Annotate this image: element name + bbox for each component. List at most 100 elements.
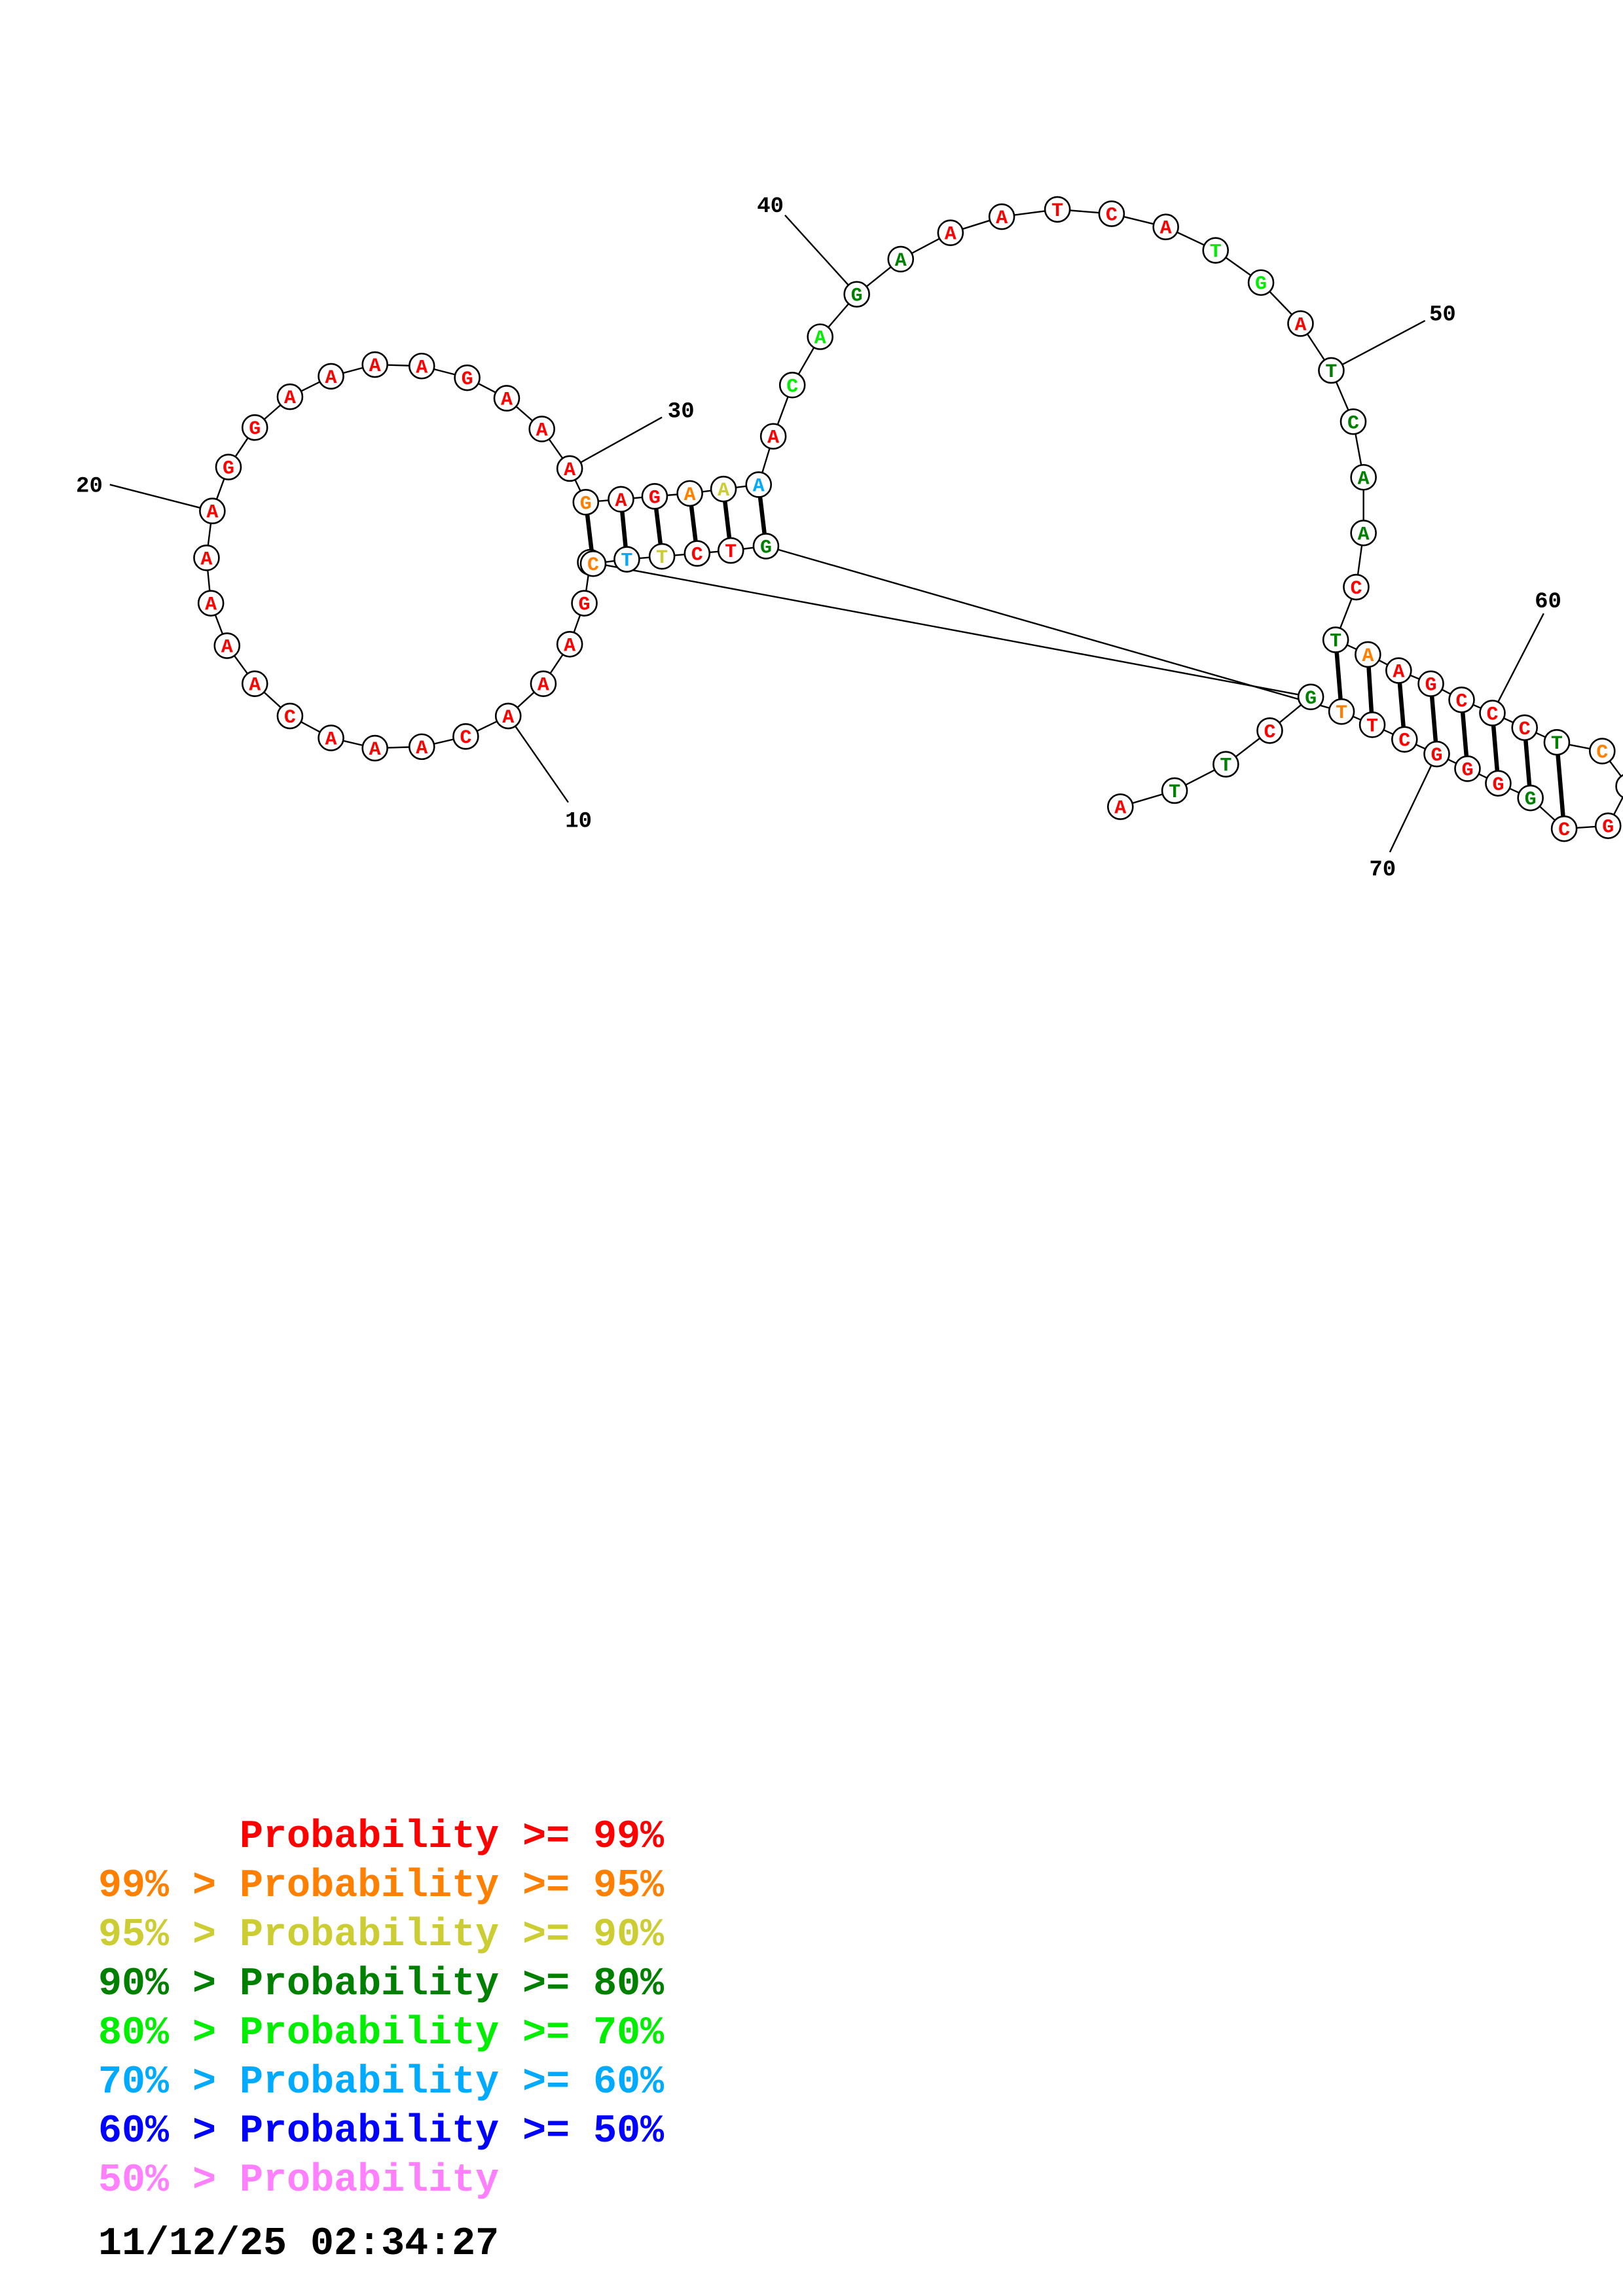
legend-text: Probability >= 90% (240, 1913, 665, 1958)
position-label: 40 (757, 194, 784, 219)
probability-legend: Probability >= 99% 99% > Probability >= 9… (98, 1813, 664, 2206)
nucleotide-circle (1355, 641, 1381, 668)
nucleotide-circle (710, 475, 737, 503)
legend-prefix (98, 1815, 240, 1859)
nucleotide: A (1385, 657, 1412, 684)
nucleotide-circle (1152, 213, 1179, 241)
nucleotide-base: T (1210, 242, 1222, 264)
nucleotide-circle (1485, 770, 1512, 797)
nucleotide-base: G (249, 418, 261, 440)
nucleotide: A (530, 670, 557, 697)
nucleotide-base: G (1431, 745, 1442, 767)
nucleotide: C (452, 723, 479, 750)
nucleotides: ATTCGCGAAACAAACAAAAAGGAAAAGAAAGAGAAAACAG… (193, 196, 1623, 842)
nucleotide-circle (778, 372, 806, 399)
nucleotide-base: A (369, 739, 381, 761)
legend-prefix: 60% > (98, 2109, 240, 2154)
legend-row: 60% > Probability >= 50% (98, 2108, 664, 2157)
nucleotide-circle (1107, 793, 1134, 820)
nucleotide-circle (717, 537, 744, 564)
nucleotide-base: A (615, 490, 627, 512)
nucleotide-base: A (325, 367, 337, 389)
legend-row: 90% > Probability >= 80% (98, 1960, 664, 2009)
nucleotide-circle (937, 219, 964, 246)
nucleotide: C (1098, 200, 1125, 227)
nucleotide-base: A (538, 675, 549, 697)
nucleotide-circle (641, 483, 668, 510)
position-label: 10 (565, 810, 592, 834)
nucleotide: G (843, 281, 870, 308)
nucleotide-base: T (1051, 200, 1063, 223)
nucleotide-circle (318, 725, 344, 751)
nucleotide: A (361, 351, 388, 378)
nucleotide: C (1256, 717, 1283, 744)
nucleotide: A (556, 455, 583, 482)
nucleotide-circle (556, 455, 583, 482)
timestamp: 11/12/25 02:34:27 (98, 2222, 500, 2267)
nucleotide-base: A (416, 738, 428, 760)
nucleotide-circle (1098, 200, 1125, 227)
nucleotide: G (641, 483, 668, 510)
nucleotide: C (1343, 573, 1370, 601)
nucleotide: G (1297, 683, 1324, 711)
legend-row: 95% > Probability >= 90% (98, 1911, 664, 1960)
nucleotide-circle (361, 351, 388, 378)
position-label: 50 (1429, 303, 1456, 328)
nucleotide-base: G (580, 493, 592, 515)
nucleotide: A (807, 323, 834, 350)
nucleotide-base: T (1366, 715, 1378, 738)
nucleotide-circle (843, 281, 870, 308)
nucleotide-circle (1287, 310, 1314, 337)
nucleotide: A (528, 416, 555, 442)
legend-row: 99% > Probability >= 95% (98, 1862, 664, 1911)
nucleotide: A (1355, 641, 1381, 668)
backbone-segment (765, 545, 1342, 713)
nucleotide: A (1107, 793, 1134, 820)
nucleotide-base: A (536, 420, 548, 442)
legend-text: Probability >= 50% (240, 2109, 665, 2154)
nucleotide: G (572, 488, 600, 516)
nucleotide-circle (1044, 196, 1071, 223)
position-marker-line (507, 715, 569, 803)
nucleotide-circle (493, 385, 520, 412)
nucleotide-circle (215, 454, 242, 480)
nucleotide-base: C (587, 554, 599, 577)
position-marker-line (1491, 613, 1544, 713)
nucleotide: G (454, 364, 481, 391)
nucleotide: C (276, 702, 304, 730)
legend-prefix: 90% > (98, 1962, 240, 2007)
legend-prefix: 70% > (98, 2060, 240, 2105)
nucleotide-base: C (1558, 819, 1570, 842)
nucleotide-circle (241, 414, 268, 441)
nucleotide: A (193, 544, 220, 571)
nucleotide-circle (759, 423, 787, 450)
nucleotide-circle (241, 670, 268, 697)
nucleotide-circle (887, 245, 915, 273)
nucleotide-circle (1615, 774, 1623, 798)
nucleotide: G (752, 533, 780, 560)
nucleotide-circle (361, 734, 388, 762)
nucleotide-circle (1417, 670, 1444, 697)
nucleotide: T (717, 537, 744, 564)
nucleotide-base: A (814, 328, 826, 350)
nucleotide-base: C (691, 545, 703, 567)
nucleotide-circle (1448, 686, 1475, 713)
nucleotide-base: A (369, 355, 381, 378)
nucleotide-base: A (416, 357, 428, 379)
nucleotide-circle (1517, 784, 1544, 812)
nucleotide-base: A (1358, 468, 1370, 490)
nucleotide-base: C (1486, 704, 1498, 726)
nucleotide: T (613, 546, 640, 573)
nucleotide-base: A (718, 480, 729, 502)
nucleotide-circle (613, 546, 640, 573)
nucleotide-circle (530, 670, 557, 697)
legend-prefix: 99% > (98, 1864, 240, 1909)
nucleotide: G (1485, 770, 1512, 797)
nucleotide-circle (1454, 755, 1481, 782)
nucleotide-circle (1256, 717, 1283, 744)
nucleotide-base: C (1347, 412, 1359, 435)
nucleotide-base: T (1330, 631, 1341, 653)
nucleotide: T (1044, 196, 1071, 223)
nucleotide-circle (1594, 812, 1622, 839)
nucleotide-base: A (1358, 524, 1370, 546)
